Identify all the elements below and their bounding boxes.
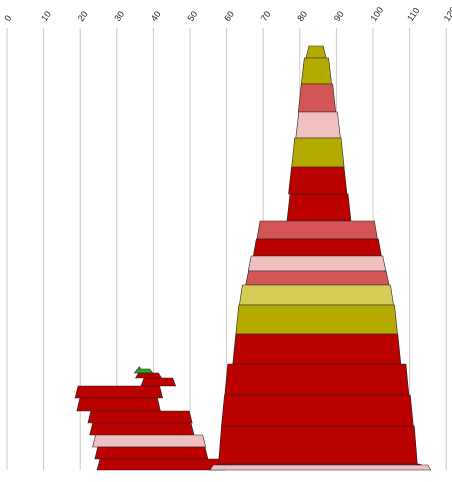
bar	[209, 464, 432, 471]
tick-label: 20	[76, 9, 90, 23]
bar	[76, 397, 161, 412]
bar	[235, 304, 398, 335]
bar	[295, 111, 341, 139]
bar	[305, 45, 327, 59]
tick-label: 60	[222, 9, 236, 23]
bar	[94, 446, 209, 460]
tick-label: 120	[442, 5, 452, 23]
bar	[291, 137, 345, 168]
bar	[297, 83, 337, 113]
tick-label: 100	[368, 5, 385, 23]
bar	[245, 270, 390, 286]
bar-group	[74, 366, 226, 471]
bar	[218, 425, 418, 465]
tick-label: 40	[149, 9, 163, 23]
bar	[239, 284, 394, 306]
bar	[256, 220, 378, 240]
bar	[247, 255, 387, 272]
bar	[133, 368, 154, 374]
tick-label: 90	[332, 9, 346, 23]
tick-label: 50	[185, 9, 199, 23]
tick-label: 10	[39, 9, 53, 23]
tick-label: 110	[405, 6, 421, 23]
bar	[286, 193, 352, 222]
tick-label: 0	[2, 13, 13, 23]
bar-group	[209, 45, 432, 471]
bar	[300, 57, 332, 85]
bar	[252, 238, 382, 257]
tick-label: 80	[295, 9, 309, 23]
bar	[232, 333, 402, 365]
bar	[89, 422, 195, 436]
bar	[92, 434, 207, 448]
bar	[87, 410, 193, 424]
tick-label: 70	[259, 9, 273, 23]
bar	[140, 377, 177, 387]
tick-label: 30	[112, 9, 126, 23]
bar	[96, 458, 226, 471]
bar	[288, 166, 348, 195]
bar	[134, 372, 163, 379]
bar	[221, 394, 414, 427]
bar	[74, 385, 163, 399]
bar	[224, 363, 410, 396]
